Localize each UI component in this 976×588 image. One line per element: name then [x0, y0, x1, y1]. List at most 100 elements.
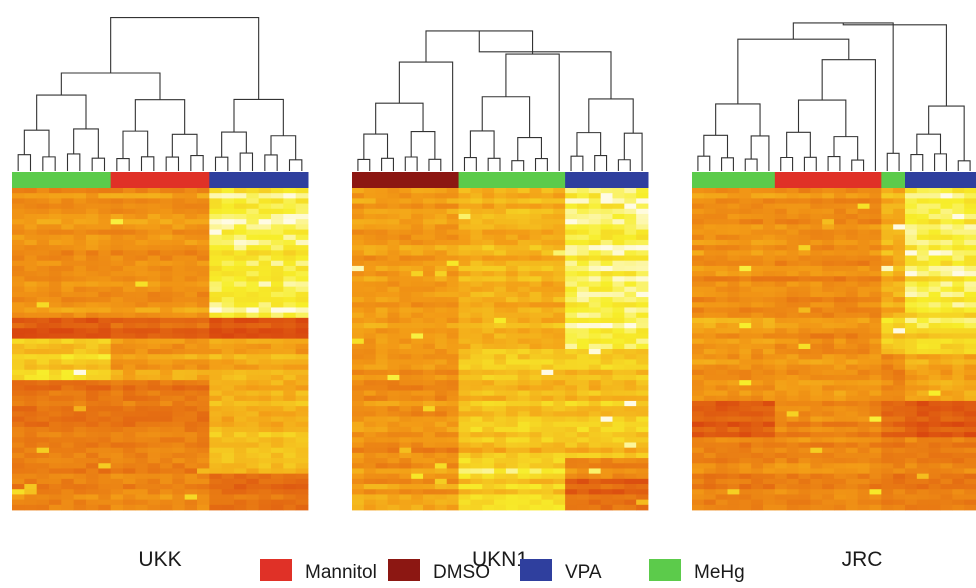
heatmap-cell: [916, 385, 930, 391]
heatmap-cell: [893, 265, 906, 272]
heatmap-cell: [434, 312, 448, 319]
heatmap-cell: [964, 416, 976, 423]
heatmap-cell: [798, 286, 811, 293]
heatmap-cell: [727, 359, 740, 365]
heatmap-cell: [423, 333, 436, 340]
heatmap-cell: [160, 229, 173, 236]
heatmap-cell: [375, 188, 388, 194]
heatmap-cell: [434, 463, 448, 469]
heatmap-cell: [73, 260, 87, 267]
heatmap-cell: [636, 478, 649, 485]
heatmap-cell: [857, 374, 870, 381]
heatmap-cell: [411, 458, 424, 464]
heatmap-cell: [798, 213, 811, 220]
heatmap-cell: [798, 484, 811, 490]
heatmap-cell: [352, 188, 365, 194]
heatmap-cell: [434, 328, 448, 334]
heatmap-cell: [123, 343, 136, 350]
heatmap-cell: [160, 265, 173, 272]
heatmap-cell: [458, 188, 471, 194]
heatmap-cells: [12, 188, 309, 511]
heatmap-cell: [283, 250, 297, 256]
heatmap-cell: [423, 323, 436, 329]
heatmap-cell: [505, 276, 519, 282]
heatmap-cell: [905, 437, 918, 443]
heatmap-cell: [24, 473, 38, 480]
heatmap-cell: [49, 380, 62, 386]
heatmap-cell: [751, 458, 764, 464]
heatmap-cell: [446, 255, 459, 262]
heatmap-cell: [352, 265, 365, 272]
heatmap-cell: [61, 432, 75, 438]
heatmap-cell: [283, 499, 297, 506]
heatmap-cell: [810, 203, 823, 210]
heatmap-cell: [857, 468, 870, 475]
heatmap-cell: [881, 421, 894, 428]
heatmap-cell: [147, 504, 161, 511]
heatmap-cell: [541, 271, 554, 277]
heatmap-cell: [73, 374, 87, 381]
heatmap-cell: [576, 286, 590, 293]
heatmap-cell: [271, 484, 284, 490]
heatmap-cell: [246, 286, 260, 293]
heatmap-cell: [739, 245, 752, 251]
heatmap-cell: [810, 364, 823, 371]
heatmap-cell: [624, 250, 637, 256]
heatmap-cell: [470, 291, 483, 298]
heatmap-cell: [624, 374, 637, 381]
heatmap-cell: [172, 494, 186, 501]
heatmap-cell: [529, 276, 542, 282]
heatmap-cell: [494, 442, 507, 449]
heatmap-cell: [123, 484, 136, 490]
heatmap-cell: [612, 250, 625, 256]
heatmap-cell: [98, 504, 112, 511]
heatmap-cell: [470, 380, 483, 386]
group-bar-mehg: [12, 172, 112, 188]
heatmap-cell: [763, 323, 776, 329]
heatmap-cell: [517, 188, 530, 194]
heatmap-cell: [423, 416, 436, 423]
heatmap-cell: [135, 494, 149, 501]
heatmap-cell: [375, 504, 388, 511]
heatmap-cell: [246, 338, 260, 345]
heatmap-cell: [636, 369, 649, 376]
heatmap-cell: [810, 499, 823, 506]
heatmap-cell: [470, 489, 483, 495]
heatmap-cell: [869, 458, 882, 464]
heatmap-cell: [810, 380, 823, 386]
heatmap-cell: [505, 400, 519, 407]
heatmap-cell: [470, 239, 483, 246]
heatmap-cell: [123, 328, 136, 334]
group-bar-vpa: [905, 172, 976, 188]
heatmap-cell: [636, 364, 649, 371]
heatmap-cell: [411, 265, 424, 272]
heatmap-cell: [857, 255, 870, 262]
heatmap-cell: [881, 447, 894, 454]
heatmap-cell: [636, 234, 649, 241]
heatmap-cell: [184, 406, 198, 412]
heatmap-cell: [434, 499, 448, 506]
heatmap-cell: [763, 406, 776, 412]
heatmap-cell: [588, 219, 602, 225]
heatmap-cell: [209, 400, 223, 407]
heatmap-cell: [363, 442, 377, 449]
heatmap-cell: [916, 265, 930, 272]
heatmap-cell: [49, 260, 62, 267]
heatmap-cell: [221, 317, 235, 324]
heatmap-cell: [763, 400, 776, 407]
heatmap-cell: [928, 245, 941, 251]
heatmap-cell: [517, 484, 530, 490]
heatmap-cell: [553, 452, 566, 459]
heatmap-cell: [845, 343, 859, 350]
heatmap-cell: [352, 421, 365, 428]
heatmap-cell: [135, 213, 149, 220]
heatmap-cell: [73, 229, 87, 236]
heatmap-cell: [774, 338, 788, 345]
heatmap-cell: [271, 426, 284, 433]
heatmap-cell: [893, 203, 906, 210]
heatmap-cell: [246, 203, 260, 210]
heatmap-cell: [798, 385, 811, 391]
heatmap-cell: [234, 317, 247, 324]
heatmap-cell: [209, 338, 223, 345]
heatmap-cell: [715, 452, 728, 459]
